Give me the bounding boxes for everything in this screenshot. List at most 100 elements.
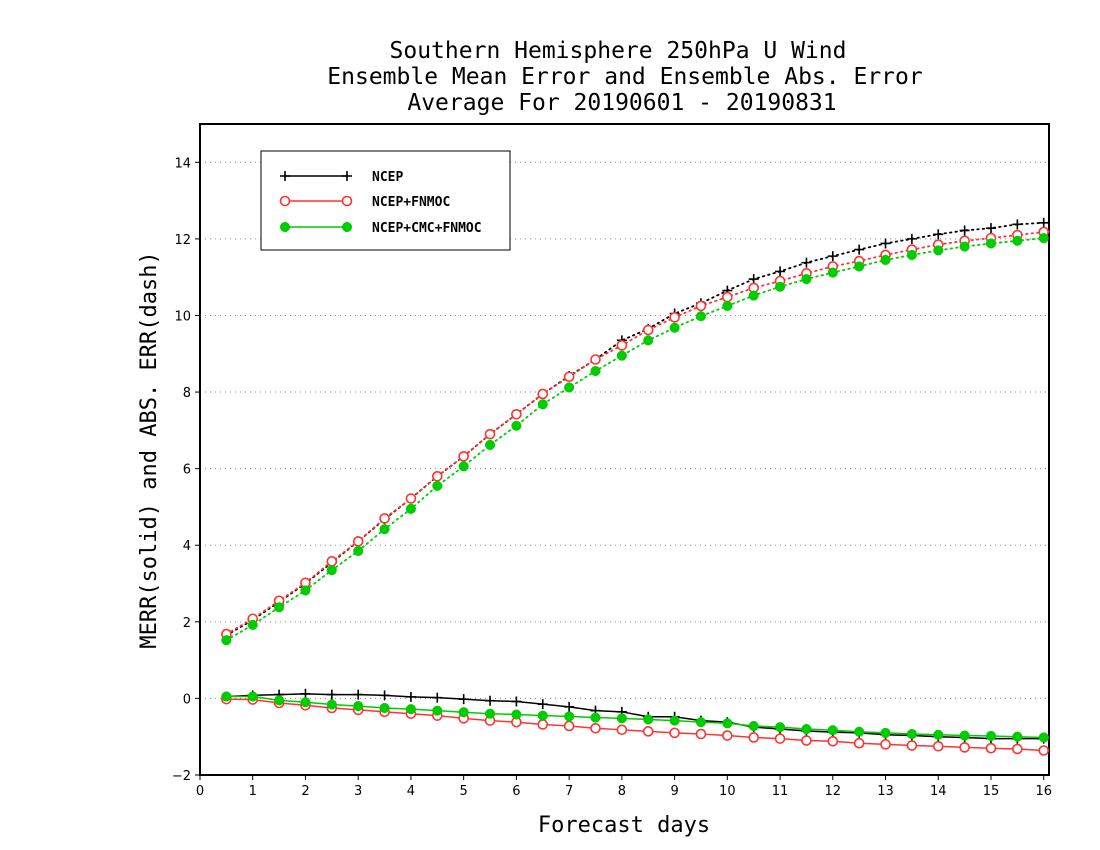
legend-marker [279, 195, 291, 207]
ncep-cmc-fnmoc-merr-point [985, 730, 997, 741]
ncep-merr-point [405, 691, 416, 702]
ncep-fnmoc-abs-err-point [669, 312, 680, 323]
legend-marker [279, 221, 291, 233]
ncep-cmc-fnmoc-merr-point [590, 712, 601, 723]
x-tick-label: 14 [930, 784, 947, 799]
x-tick-label: 5 [460, 784, 468, 799]
ncep-cmc-fnmoc-abs-err-point [748, 290, 759, 301]
ncep-cmc-fnmoc-merr-point [695, 717, 707, 728]
ncep-cmc-fnmoc-merr-point [511, 709, 522, 720]
ncep-fnmoc-merr-point [906, 740, 918, 751]
ncep-abs-err-point [801, 257, 812, 268]
ncep-cmc-fnmoc-abs-err-point [274, 602, 285, 613]
legend: NCEP NCEP+FNMOC NCEP+CMC+FNMOC [260, 150, 511, 251]
y-tick-label: 0 [183, 692, 191, 707]
ncep-cmc-fnmoc-abs-err-point [854, 261, 865, 272]
ncep-fnmoc-abs-err-point [722, 291, 733, 303]
ncep-cmc-fnmoc-abs-err-point [933, 245, 944, 256]
ncep-cmc-fnmoc-abs-err-point [775, 281, 786, 292]
legend-label: NCEP [372, 170, 403, 185]
ncep-cmc-fnmoc-abs-err-point [880, 254, 891, 265]
legend-item-ncep: NCEP [280, 170, 403, 185]
title-line-2: Ensemble Mean Error and Ensemble Abs. Er… [327, 64, 922, 90]
x-tick-label: 12 [825, 784, 842, 799]
ncep-cmc-fnmoc-merr-point [616, 713, 627, 724]
ncep-merr-point [511, 696, 522, 707]
ncep-cmc-fnmoc-abs-err-point [669, 322, 680, 333]
ncep-cmc-fnmoc-merr-point [775, 722, 786, 733]
ncep-fnmoc-abs-err-point [642, 324, 654, 336]
y-tick-label: 4 [183, 539, 191, 554]
ncep-cmc-fnmoc-merr-point [906, 728, 917, 740]
legend-marker [341, 195, 353, 207]
ncep-abs-err-point [985, 223, 996, 234]
ncep-fnmoc-merr-line [226, 698, 1049, 752]
ncep-cmc-fnmoc-merr-point [854, 726, 865, 737]
ncep-cmc-fnmoc-abs-err-point [827, 267, 838, 278]
ncep-cmc-fnmoc-merr-point [221, 691, 232, 702]
legend-marker [280, 171, 290, 181]
ncep-cmc-fnmoc-merr-point [326, 699, 337, 710]
ncep-fnmoc-merr-point [563, 720, 575, 732]
y-tick-label: 8 [183, 386, 191, 401]
ncep-cmc-fnmoc-abs-err-point [564, 382, 575, 393]
y-tick-label: 12 [174, 233, 191, 248]
ncep-cmc-fnmoc-abs-err-point [537, 399, 548, 410]
legend-marker [341, 221, 353, 233]
y-tick-label: 10 [174, 309, 191, 324]
ncep-merr-point [300, 688, 311, 699]
x-tick-label: 9 [670, 784, 678, 799]
series-ncep-cmc-fnmoc [221, 233, 1050, 743]
ncep-fnmoc-abs-err-point [537, 388, 549, 400]
ncep-fnmoc-merr-point [959, 742, 970, 753]
ncep-cmc-fnmoc-abs-err-point [379, 524, 390, 535]
ncep-fnmoc-merr-point [748, 732, 759, 743]
legend-label: NCEP+FNMOC [372, 195, 450, 210]
ncep-cmc-fnmoc-merr-point [353, 701, 364, 712]
x-tick-label: 1 [249, 784, 257, 799]
y-tick-label: 2 [183, 616, 191, 631]
ncep-cmc-fnmoc-merr-point [933, 729, 944, 740]
ncep-fnmoc-merr-point [932, 740, 944, 752]
legend-marker [342, 171, 352, 181]
ncep-merr-point [564, 701, 575, 712]
ncep-cmc-fnmoc-abs-err-point [590, 365, 601, 377]
x-axis-label: Forecast days [538, 813, 710, 838]
ncep-abs-err-point [854, 244, 865, 255]
title-line-1: Southern Hemisphere 250hPa U Wind [390, 38, 847, 64]
ncep-cmc-fnmoc-merr-point [748, 720, 759, 732]
ncep-fnmoc-merr-point [985, 742, 997, 754]
series-ncep-fnmoc [221, 226, 1050, 756]
x-tick-label: 13 [877, 784, 894, 799]
ncep-cmc-fnmoc-merr-point [432, 705, 443, 716]
ncep-cmc-fnmoc-abs-err-point [458, 461, 469, 472]
ncep-fnmoc-merr-point [801, 735, 812, 746]
ncep-cmc-fnmoc-abs-err-point [484, 439, 496, 450]
x-tick-label: 0 [196, 784, 204, 799]
y-tick-label: −2 [172, 769, 191, 784]
x-tick-label: 11 [772, 784, 789, 799]
ncep-abs-err-point [775, 266, 786, 277]
ncep-fnmoc-abs-err-point [563, 371, 575, 383]
series-ncep [221, 217, 1050, 744]
ncep-cmc-fnmoc-merr-point [1012, 731, 1023, 742]
ncep-cmc-fnmoc-merr-point [959, 730, 970, 741]
ncep-cmc-fnmoc-merr-point [458, 707, 469, 718]
ncep-abs-err-point [880, 238, 891, 249]
ncep-cmc-fnmoc-merr-point [274, 695, 285, 706]
ncep-merr-line [226, 693, 1049, 740]
ncep-fnmoc-abs-err-point [511, 408, 522, 420]
ncep-cmc-fnmoc-abs-err-point [247, 619, 258, 630]
ncep-cmc-fnmoc-abs-err-point [722, 300, 733, 311]
ncep-fnmoc-merr-point [880, 739, 891, 750]
ncep-cmc-fnmoc-merr-point [300, 697, 311, 708]
ncep-cmc-fnmoc-abs-err-point [511, 420, 522, 431]
ncep-merr-point [326, 689, 337, 700]
x-tick-label: 16 [1035, 784, 1052, 799]
ncep-fnmoc-merr-point [827, 736, 839, 747]
ncep-cmc-fnmoc-abs-err-point [326, 565, 337, 576]
ncep-cmc-fnmoc-abs-err-point [643, 335, 654, 346]
y-tick-label: 6 [183, 463, 191, 478]
ncep-fnmoc-merr-point [537, 719, 549, 730]
ncep-fnmoc-abs-err-point [484, 428, 496, 440]
